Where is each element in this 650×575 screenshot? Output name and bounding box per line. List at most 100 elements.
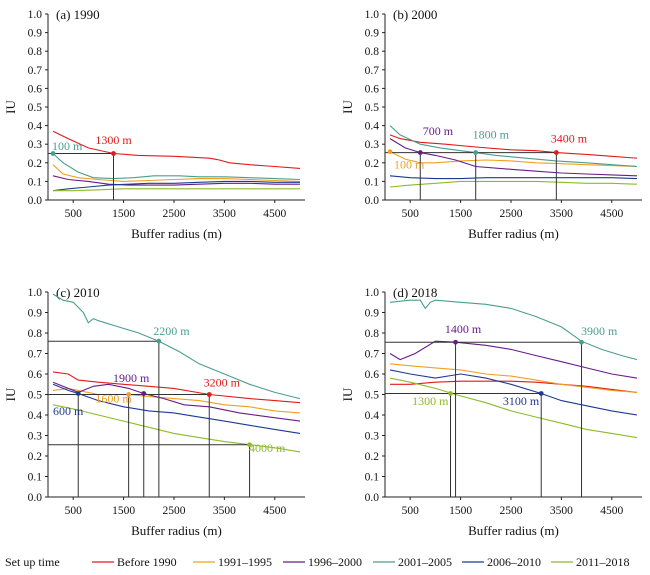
data-annotation: 600 m (53, 404, 84, 418)
y-tick-label: 1.0 (365, 287, 380, 299)
x-tick-label: 2500 (499, 208, 522, 220)
chart-panel-3: 0.0 0.1 0.2 0.3 0.4 0.5 0.6 0.7 0.8 0.9 1.0 500 1500… (3, 285, 305, 538)
y-axis-label: IU (340, 387, 355, 401)
legend-item-label: Before 1990 (117, 555, 177, 569)
y-tick-label: 0.6 (365, 83, 380, 95)
series-line (389, 125, 638, 168)
y-tick-label: 0.7 (365, 349, 380, 361)
x-tick-label: 4500 (600, 505, 623, 517)
series-line (52, 153, 301, 181)
series-line (389, 340, 638, 379)
series-line (52, 404, 301, 453)
y-tick-label: 1.0 (365, 9, 380, 21)
y-axis-label: IU (3, 387, 18, 401)
data-annotation: 1800 m (473, 128, 510, 142)
y-tick-label: 0.4 (365, 410, 380, 422)
x-tick-label: 1500 (449, 208, 472, 220)
series-line (389, 377, 638, 439)
series-line (389, 299, 638, 361)
legend-item-label: 1996–2000 (308, 555, 362, 569)
panel-title: (b) 2000 (393, 7, 437, 22)
data-annotation: 1600 m (95, 392, 132, 406)
series-line (389, 151, 638, 168)
y-tick-label: 0.8 (365, 328, 380, 340)
x-tick-label: 500 (402, 505, 420, 517)
point-marker (206, 392, 212, 397)
y-tick-label: 0.9 (365, 308, 380, 320)
point-marker (141, 391, 147, 396)
y-tick-label: 0.1 (365, 472, 380, 484)
x-tick-label: 4500 (600, 208, 623, 220)
data-annotation: 3100 m (503, 394, 540, 408)
data-annotation: 1300 m (95, 133, 132, 147)
x-tick-label: 1500 (449, 505, 472, 517)
x-tick-label: 4500 (263, 505, 286, 517)
x-axis-label: Buffer radius (m) (131, 226, 222, 241)
y-tick-label: 0.1 (28, 472, 43, 484)
x-tick-label: 3500 (213, 505, 236, 517)
point-marker (553, 150, 559, 155)
point-marker (448, 391, 453, 396)
data-annotation: 100 m (394, 157, 425, 171)
x-axis-label: Buffer radius (m) (468, 523, 559, 538)
series-line (389, 134, 638, 159)
y-tick-label: 0.9 (365, 28, 380, 40)
point-marker (156, 338, 162, 344)
legend-item-label: 2011–2018 (576, 555, 630, 569)
y-tick-label: 0.9 (28, 28, 43, 40)
point-marker (50, 151, 56, 156)
y-tick-label: 0.0 (28, 492, 43, 504)
y-tick-label: 0.3 (28, 431, 43, 443)
y-tick-label: 0.0 (365, 195, 380, 207)
y-tick-label: 0.1 (365, 176, 380, 188)
data-annotation: 3200 m (204, 375, 241, 389)
point-marker (473, 150, 479, 155)
y-tick-label: 0.4 (28, 121, 43, 133)
series-line (52, 387, 301, 414)
legend-title: Set up time (5, 555, 60, 569)
point-marker (387, 149, 393, 155)
x-tick-label: 1500 (112, 208, 135, 220)
x-tick-label: 3500 (550, 505, 573, 517)
point-marker (126, 392, 132, 397)
legend: Set up time Before 1990 1991–1995 1996–2000… (5, 555, 630, 569)
point-marker (247, 442, 252, 448)
x-tick-label: 3500 (213, 208, 236, 220)
y-tick-label: 0.7 (28, 65, 43, 77)
y-tick-label: 0.4 (28, 410, 43, 422)
y-tick-label: 0.3 (28, 139, 43, 151)
y-tick-label: 0.7 (365, 65, 380, 77)
series-line (389, 363, 638, 393)
y-tick-label: 0.2 (28, 451, 43, 463)
series-line (52, 164, 301, 182)
data-annotation: 100 m (52, 139, 83, 153)
panel-title: (d) 2018 (393, 285, 437, 300)
y-tick-label: 0.3 (365, 139, 380, 151)
series-line (389, 138, 638, 177)
chart-panel-1: 0.0 0.1 0.2 0.3 0.4 0.5 0.6 0.7 0.8 0.9 1.0 500 1500… (3, 7, 305, 241)
y-tick-label: 0.9 (28, 308, 43, 320)
y-tick-label: 0.6 (28, 369, 43, 381)
data-annotation: 700 m (423, 124, 454, 138)
y-tick-label: 0.5 (28, 102, 43, 114)
point-marker (417, 150, 423, 155)
series-line (52, 371, 301, 404)
y-tick-label: 1.0 (28, 9, 43, 21)
data-annotation: 3400 m (551, 131, 588, 145)
series-line (53, 188, 300, 192)
panel-title: (a) 1990 (56, 7, 100, 22)
y-tick-label: 0.8 (28, 328, 43, 340)
series-line (52, 130, 301, 169)
y-tick-label: 0.6 (28, 83, 43, 95)
data-annotation: 2200 m (153, 324, 190, 338)
point-marker (75, 391, 81, 396)
y-tick-label: 0.2 (365, 158, 380, 170)
y-tick-label: 0.2 (28, 158, 43, 170)
y-tick-label: 0.3 (365, 431, 380, 443)
y-tick-label: 0.4 (365, 121, 380, 133)
data-annotation: 4000 m (249, 441, 286, 455)
y-tick-label: 0.7 (28, 349, 43, 361)
data-annotation: 3900 m (581, 324, 618, 338)
x-tick-label: 2500 (162, 505, 185, 517)
